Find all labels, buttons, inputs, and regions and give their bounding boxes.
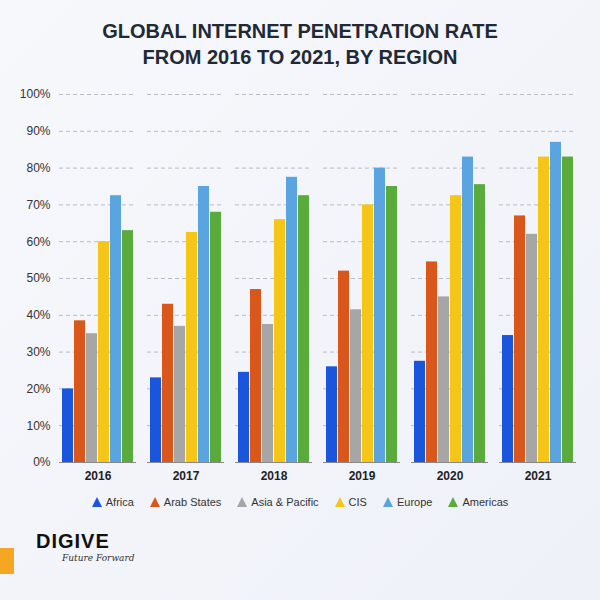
svg-text:2020: 2020 (437, 469, 464, 483)
svg-text:70%: 70% (26, 198, 50, 212)
html-text:Africa: Africa (105, 496, 134, 508)
svg-text:20%: 20% (26, 382, 50, 396)
svg-text:60%: 60% (26, 235, 50, 249)
html-text:Americas: Americas (462, 496, 509, 508)
html-text:GLOBAL INTERNET PENETRATION RA: GLOBAL INTERNET PENETRATION RATE FROM 20… (102, 20, 498, 68)
svg-text:0%: 0% (33, 455, 51, 469)
svg-text:2016: 2016 (85, 469, 112, 483)
svg-text:80%: 80% (26, 161, 50, 175)
html-text:CIS: CIS (348, 496, 367, 508)
svg-text:2017: 2017 (173, 469, 200, 483)
svg-text:2021: 2021 (525, 469, 552, 483)
html-text:DIGIVE: DIGIVE (36, 530, 110, 552)
svg-text:100%: 100% (20, 87, 51, 101)
svg-text:50%: 50% (26, 271, 50, 285)
svg-text:30%: 30% (26, 345, 50, 359)
html-text:Future Forward: Future Forward (62, 553, 135, 563)
svg-text:90%: 90% (26, 124, 50, 138)
html-text:Arab States: Arab States (163, 496, 222, 508)
svg-text:2018: 2018 (261, 469, 288, 483)
html-text:Asia & Pacific: Asia & Pacific (251, 496, 319, 508)
svg-text:10%: 10% (26, 419, 50, 433)
svg-text:40%: 40% (26, 308, 50, 322)
svg-text:2019: 2019 (349, 469, 376, 483)
html-text:Europe: Europe (396, 496, 433, 508)
